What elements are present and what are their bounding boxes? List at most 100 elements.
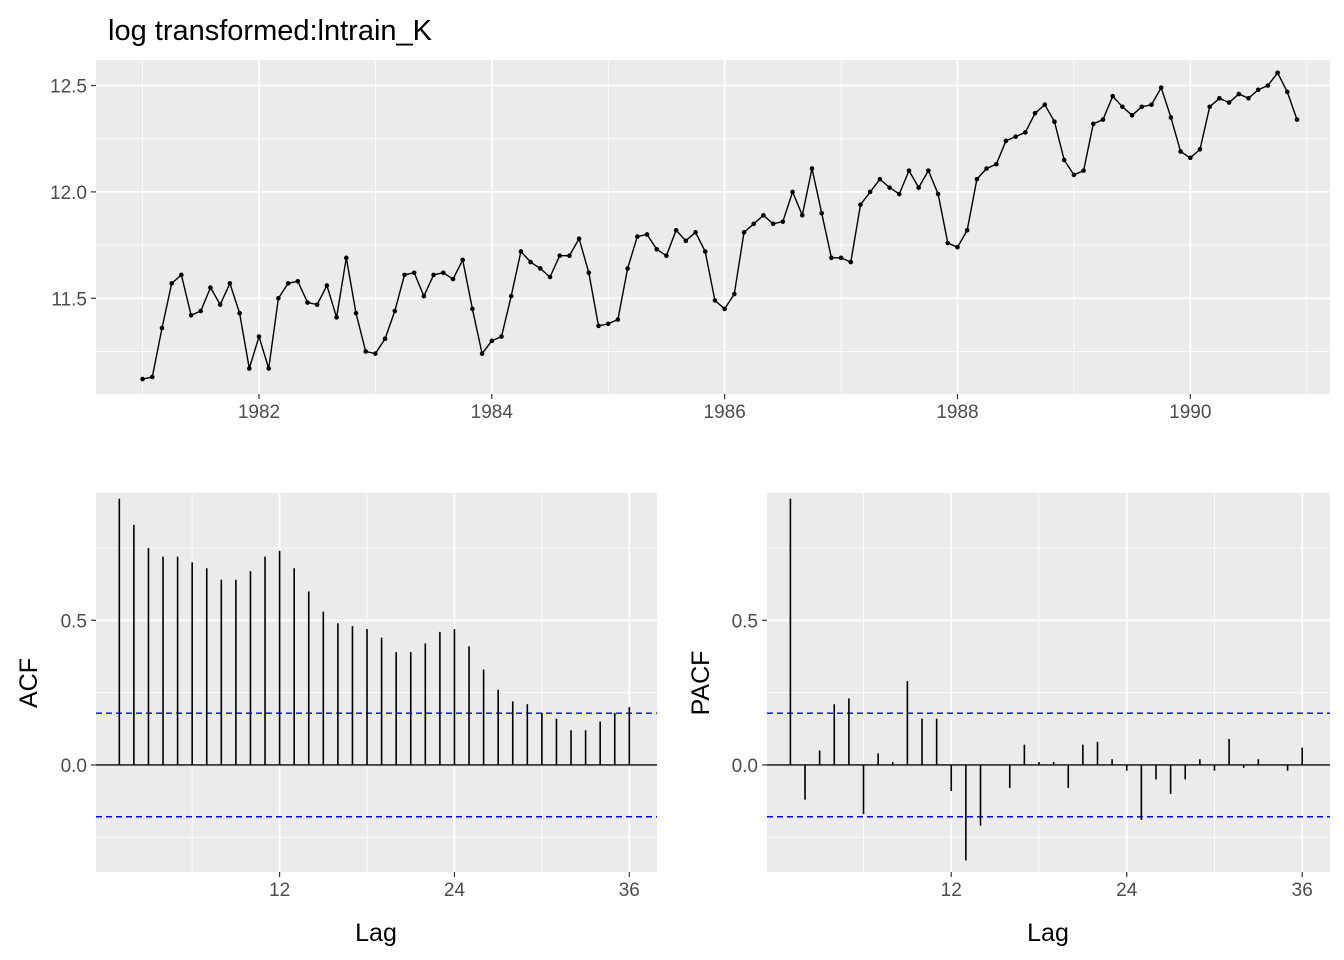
data-point [732,291,737,297]
data-point [1158,85,1164,90]
data-point [518,249,524,254]
data-point [916,185,921,190]
data-point [935,191,941,197]
data-point [1188,155,1193,161]
data-point [664,253,669,259]
data-point [324,283,330,288]
x-tick-label: 1982 [238,402,280,423]
x-tick-label: 12 [941,880,962,901]
y-tick-label: 0.5 [61,611,87,632]
data-point [1265,83,1271,88]
data-point [411,270,417,276]
data-point [547,274,553,280]
data-point [1168,115,1174,120]
data-point [1207,104,1213,110]
data-point [751,221,757,227]
data-point [1149,102,1154,107]
data-point [780,219,786,224]
data-point [276,295,281,301]
data-point [790,189,795,195]
data-point [1246,95,1251,101]
acf-panel: 12 24 36 0.0 0.5 [61,493,657,901]
data-point [567,253,572,259]
data-point [1032,110,1038,116]
data-point [867,189,873,195]
data-point [945,240,951,246]
data-point [479,351,485,356]
data-point [819,210,824,216]
x-tick-label: 24 [444,880,466,901]
data-point [683,238,689,244]
data-point [1071,172,1077,178]
data-point [1139,104,1145,110]
x-tick-label: 1984 [471,402,514,423]
data-point [1013,134,1018,139]
data-point [470,306,475,312]
data-point [635,234,640,239]
x-tick-label: 12 [269,880,290,901]
data-point [528,259,533,265]
data-point [450,276,456,282]
series-line [142,71,1298,380]
data-point [576,236,582,242]
data-point [363,349,368,354]
data-point [673,227,679,233]
x-tick-label: 1986 [704,402,746,423]
data-point [460,257,466,263]
data-point [421,293,427,299]
data-point [887,185,892,190]
data-point [169,281,174,286]
x-tick-label: 36 [619,880,640,901]
data-point [266,366,271,371]
data-point [1178,149,1183,154]
data-point [1217,95,1222,101]
data-point [838,255,844,261]
data-point [179,272,184,278]
data-point [1110,93,1115,99]
panel-background [96,60,1330,394]
data-point [1023,130,1028,135]
data-point [140,376,145,382]
data-point [1129,113,1135,118]
acf-x-axis-title: Lag [355,919,397,947]
data-point [702,249,708,254]
data-point [974,176,980,182]
data-point [829,255,834,261]
data-point [1236,91,1242,97]
x-tick-label: 1990 [1169,402,1211,423]
x-tick-label: 1988 [936,402,978,423]
pacf-panel: 12 24 36 0.0 0.5 [732,493,1330,901]
data-point [188,312,194,318]
data-point [993,161,999,167]
data-point [1226,100,1232,105]
data-point [693,230,698,235]
data-point [722,306,727,312]
data-point [256,334,262,339]
data-point [955,244,960,250]
x-tick-label: 36 [1292,880,1313,901]
data-point [508,293,514,299]
data-point [246,366,252,371]
data-point [712,298,718,303]
data-point [596,323,601,329]
data-point [877,176,883,182]
x-tick-label: 24 [1116,880,1138,901]
data-point [208,285,213,290]
data-point [1052,119,1057,124]
data-point [1081,168,1086,173]
data-point [1255,87,1261,93]
data-point [373,351,378,356]
data-point [1197,147,1203,152]
data-point [489,338,495,344]
data-point [896,191,902,197]
data-point [848,259,854,265]
data-point [1003,138,1009,144]
data-point [343,255,349,261]
panel-background [767,493,1330,872]
data-point [557,253,563,259]
acf-y-axis-title: ACF [15,658,43,708]
data-point [605,321,611,327]
data-point [159,325,165,331]
data-point [305,300,310,305]
